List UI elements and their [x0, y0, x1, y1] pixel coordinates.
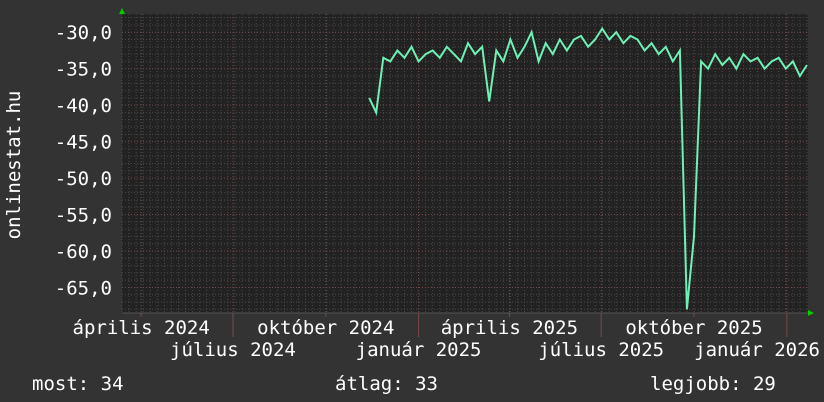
x-tick-label: január 2026 — [694, 339, 820, 361]
y-tick-label: -35,0 — [55, 59, 112, 81]
y-tick-label: -65,0 — [55, 277, 112, 299]
y-axis: -30,0 -35,0 -40,0 -45,0 -50,0 -55,0 -60,0 -65,0 — [55, 22, 112, 299]
x-tick-label: október 2024 — [257, 317, 394, 339]
x-tick-label: április 2024 — [73, 317, 210, 339]
series-line — [368, 26, 808, 310]
x-tick-label: január 2025 — [356, 339, 482, 361]
y-tick-label: -55,0 — [55, 205, 112, 227]
y-tick-label: -30,0 — [55, 22, 112, 44]
stat-best: legjobb: 29 — [650, 373, 776, 395]
x-axis-arrow-icon — [808, 310, 814, 316]
y-tick-label: -50,0 — [55, 168, 112, 190]
stat-current: most: 34 — [32, 373, 124, 395]
x-tick-label: július 2024 — [170, 339, 296, 361]
x-tick-label: július 2025 — [538, 339, 664, 361]
y-axis-arrow-icon — [119, 8, 125, 14]
x-tick-label: április 2025 — [441, 317, 578, 339]
y-tick-label: -40,0 — [55, 95, 112, 117]
y-tick-label: -60,0 — [55, 241, 112, 263]
stat-average: átlag: 33 — [335, 373, 438, 395]
grid — [121, 14, 808, 314]
y-tick-label: -45,0 — [55, 132, 112, 154]
y-axis-label: onlinestat.hu — [3, 91, 25, 240]
x-tick-label: október 2025 — [625, 317, 762, 339]
